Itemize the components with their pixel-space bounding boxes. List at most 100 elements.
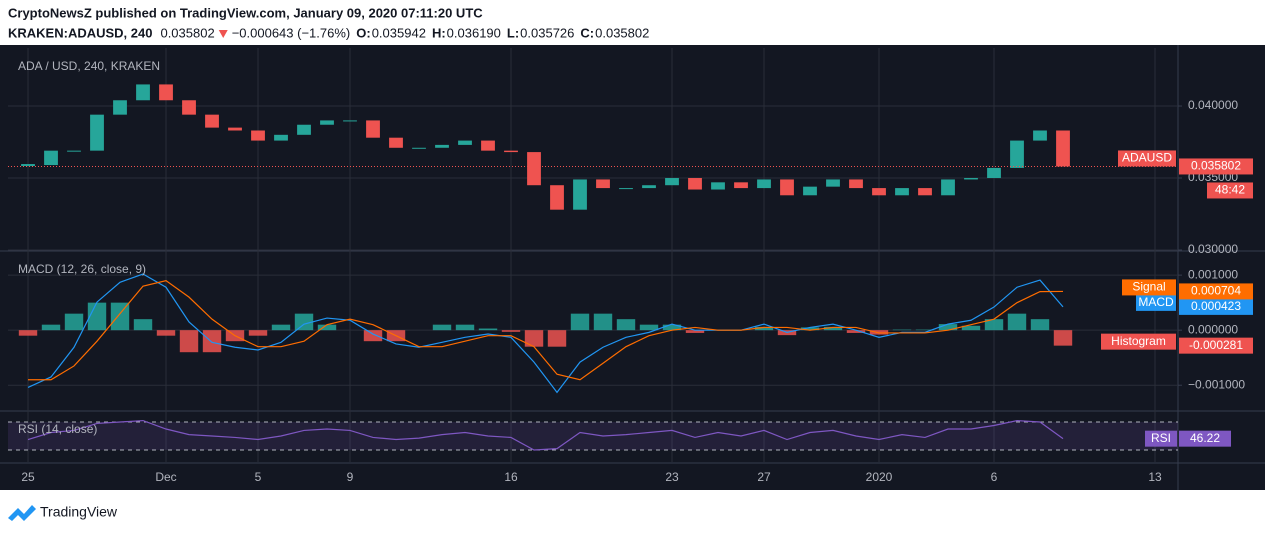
y-tick-label: 0.000000 [1188,322,1238,336]
histogram-bar [87,302,107,331]
histogram-bar [501,330,521,332]
histogram-bar [317,324,337,331]
price-tag-bg [1179,158,1253,175]
countdown-bg [1207,182,1253,199]
candle [757,179,771,189]
symbol-line: KRAKEN:ADAUSD, 240 0.035802 −0.000643 (−1.… [8,25,649,40]
footer-bg [0,490,1265,533]
header-text: O: [356,25,370,40]
pane-title: RSI (14, close) [18,422,97,436]
candle [366,120,380,138]
x-tick-label: 25 [21,470,35,484]
histogram-bar [800,327,820,331]
value-tag: -0.000281 [1189,338,1243,352]
candle [1033,130,1047,141]
candle [688,178,702,190]
brand: TradingView [40,504,118,520]
legend-tag: Histogram [1111,334,1166,348]
candle [941,179,955,196]
legend-tag-bg [1122,279,1176,296]
candle [458,140,472,145]
x-tick-label: 9 [347,470,354,484]
candle [113,100,127,115]
candle [642,185,656,189]
candle [251,130,265,141]
histogram-bar [616,319,636,331]
histogram-bar [1007,313,1027,331]
candle [849,179,863,189]
header-text: −0.000643 (−1.76%) [232,25,351,40]
y-tick-label: 0.001000 [1188,267,1238,281]
candle [320,120,334,125]
header-text: L: [507,25,519,40]
histogram-bar [64,313,84,331]
legend-tag: MACD [1138,295,1174,309]
header-text: 0.035802 [595,25,649,40]
candle [481,140,495,151]
x-tick-label: 6 [991,470,998,484]
logo [8,505,36,521]
histogram-bar [41,324,61,331]
x-tick-label: 13 [1148,470,1162,484]
histogram-bar [1053,330,1073,346]
series-line [28,279,1064,381]
candle [596,179,610,189]
histogram-bar [524,330,544,347]
value-tag-bg [1179,430,1231,447]
candle [343,120,357,122]
value-tag-bg [1179,298,1253,315]
candle [803,186,817,196]
legend-tag: Signal [1132,280,1165,294]
value-tag-bg [1179,337,1253,354]
candle [67,150,81,152]
histogram-bar [156,330,176,336]
histogram-bar [915,329,935,331]
candle [527,152,541,186]
histogram-bar [892,329,912,331]
histogram-bar [133,319,153,331]
candle [573,179,587,210]
x-tick-label: 5 [255,470,262,484]
candle [1010,140,1024,168]
header-text: 0.036190 [447,25,501,40]
x-tick-label: Dec [155,470,176,484]
publisher: CryptoNewsZ published on TradingView.com… [8,5,483,20]
candle [504,150,518,153]
histogram-bar [110,302,130,331]
candle [90,114,104,151]
candle [964,178,978,180]
candle [159,84,173,101]
histogram-bar [271,324,291,331]
value-tag: 0.000423 [1191,299,1241,313]
candle [1056,130,1070,167]
x-tick-label: 23 [665,470,679,484]
histogram-bar [639,324,659,331]
header-bg [0,0,1265,45]
rsi-band [8,422,1178,451]
header-text: KRAKEN:ADAUSD, 240 [8,25,152,40]
legend-tag-bg [1145,430,1177,447]
header-text: 0.035726 [520,25,574,40]
x-tick-label: 2020 [866,470,893,484]
candle [872,188,886,196]
y-tick-label: 0.040000 [1188,98,1238,112]
histogram-bar [846,330,866,333]
candle [780,179,794,196]
y-tick-label: 0.030000 [1188,242,1238,256]
series-line [27,273,1064,394]
price-tag-name: ADAUSD [1122,151,1172,165]
candle [619,188,633,190]
histogram-bar [455,324,475,331]
histogram-bar [593,313,613,331]
legend-tag-bg [1136,294,1176,311]
header-text: 0.035942 [372,25,426,40]
candle [435,144,449,148]
candle [182,100,196,115]
candle [21,164,35,167]
histogram-bar [823,326,843,331]
candle [711,182,725,190]
header-text: H: [432,25,446,40]
histogram-bar [685,330,705,333]
histogram-bar [570,313,590,331]
